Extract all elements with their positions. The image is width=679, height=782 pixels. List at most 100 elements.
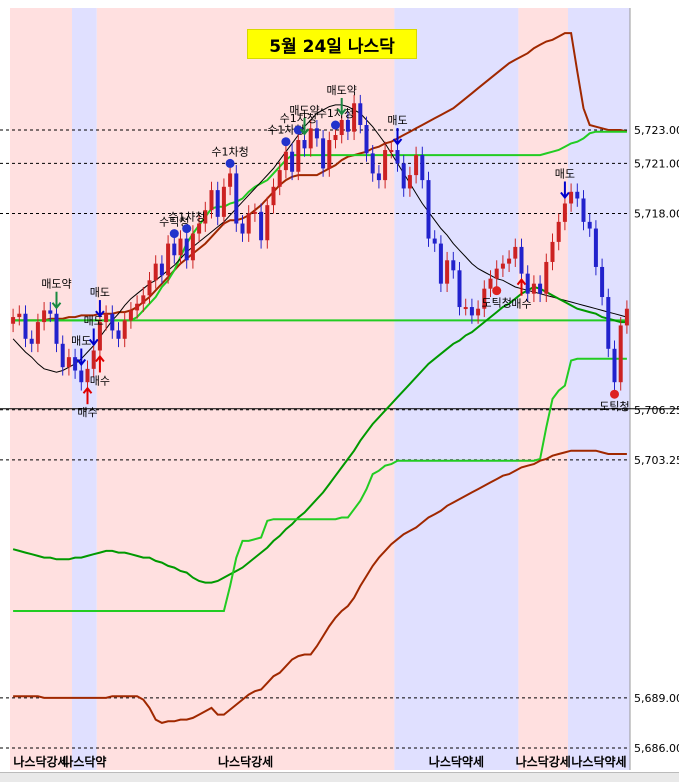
trade-signal: 매도 [90,286,110,318]
candle-body [283,151,288,171]
cover-marker [182,224,192,234]
candle [110,305,115,339]
candle [314,119,319,147]
candle [494,260,499,288]
candle-body [321,138,326,169]
candle-body [11,317,16,324]
candle-body [271,186,276,206]
trade-signal: 매도약 [289,103,320,136]
candle [426,171,431,247]
buy-arrow-head [95,354,105,363]
candle [221,178,226,226]
regime-label: 나스닥강세 [218,754,273,769]
regime-label: 나스닥강세 [516,754,571,769]
candle [476,300,481,324]
signal-label: 매수 [90,374,110,387]
candle [618,317,623,391]
sell-arrow-head [88,338,99,347]
candle [197,215,202,242]
candle-body [364,124,369,154]
regime-label: 나스닥강세 [13,754,68,769]
candle [321,130,326,177]
candle-body [308,128,313,149]
candle-body [600,266,605,298]
candle [432,230,437,252]
candle-body [593,228,598,267]
y-tick-label: 5,703.25 [634,454,679,467]
candle-body [451,260,456,271]
candle [575,183,580,207]
candle-body [290,151,295,172]
candle-body [153,263,158,281]
short-cover-marker [492,286,502,296]
candle-body [463,307,468,310]
trade-signal: 도틱청 [482,286,512,310]
signal-label: 매도약 [327,83,357,97]
cover-marker [281,137,291,147]
candle-body [575,191,580,199]
candle-body [147,280,152,296]
candle-body [376,173,381,181]
candle [538,275,543,303]
signal-label: 수1차청 [168,211,205,224]
regime-label: 나스닥약세 [429,754,484,769]
candle-body [457,270,462,308]
candle [203,201,208,232]
candle-body [85,368,90,383]
candle [17,305,22,326]
buy-arrow-head [516,278,527,286]
candle-body [141,295,146,304]
candle-body [426,180,431,239]
candle-body [414,155,419,176]
upper-envelope-line [13,32,628,322]
candle [178,230,183,264]
candle [29,330,34,353]
candle [116,322,121,348]
candle-body [370,153,375,174]
candle [290,143,295,181]
candle-body [54,313,59,344]
candle [513,238,518,267]
candle [215,181,220,226]
candle-body [42,310,47,323]
candle-body [488,278,493,289]
candle [42,302,47,331]
signal-label: 수틱청 [159,216,189,229]
signal-label: 수1차청 [317,107,354,120]
candle [383,141,388,189]
cover-marker [225,158,235,168]
candle-body [277,170,282,187]
candle-body [544,261,549,294]
candle [97,313,102,359]
horizontal-scrollbar[interactable] [0,772,679,782]
candle [23,305,28,348]
trade-signal: 매도 [71,335,91,367]
sell-arrow-head [51,302,62,310]
candle [259,203,264,249]
candle [85,360,90,391]
regime-label: 나스닥약세 [571,754,626,769]
candle-body [252,211,257,214]
candle [587,213,592,237]
candle [556,213,561,251]
candle [141,287,146,313]
signal-label: 도틱청 [599,400,629,413]
candle-body [500,263,505,269]
candle-body [221,186,226,217]
candle-body [556,221,561,242]
candle-body [587,221,592,229]
candle [519,238,524,282]
candle-body [569,191,574,204]
lower-envelope-line [13,449,627,724]
candle [265,196,270,249]
trade-signal: 매수 [511,278,532,311]
candle-body [73,357,78,371]
candle-body [91,350,96,369]
candle [308,119,313,157]
candle-body [35,322,40,344]
candle-body [333,135,338,141]
candle-body [339,119,344,136]
candle-body [110,313,115,331]
candle [414,146,419,184]
candle-body [184,238,189,261]
